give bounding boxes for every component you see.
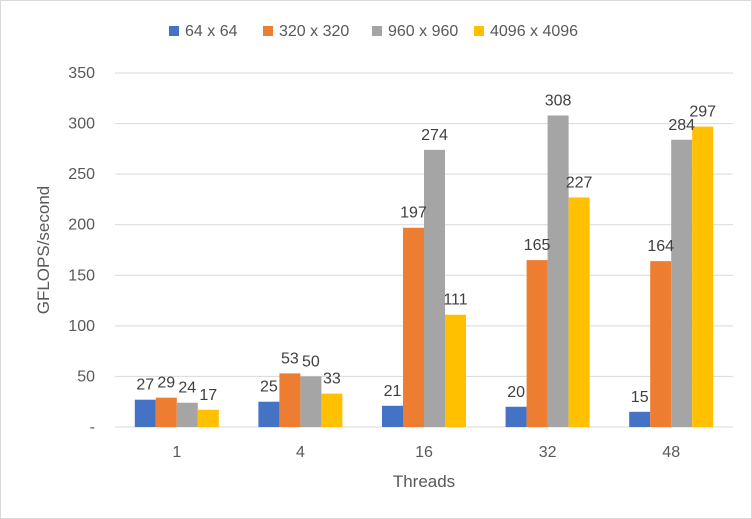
x-tick-label: 1 — [172, 444, 181, 461]
data-label: 17 — [199, 387, 217, 404]
data-label: 111 — [443, 292, 467, 309]
data-label: 227 — [566, 174, 593, 191]
x-tick-label: 16 — [415, 444, 433, 461]
data-label: 21 — [384, 383, 402, 400]
legend-swatch — [372, 26, 382, 36]
y-tick-label: 350 — [68, 65, 95, 82]
bar-4-4 — [321, 393, 343, 427]
data-label: 164 — [647, 238, 674, 255]
data-label: 274 — [421, 127, 448, 144]
y-tick-label: 200 — [68, 217, 95, 234]
bar-32-1 — [505, 406, 527, 427]
data-label: 15 — [631, 389, 649, 406]
bars — [134, 115, 714, 428]
bar-4-2 — [279, 373, 301, 427]
y-tick-label: 150 — [68, 267, 95, 284]
legend-swatch — [263, 26, 273, 36]
x-tick-label: 32 — [539, 444, 557, 461]
bar-32-4 — [568, 197, 590, 427]
legend-label: 4096 x 4096 — [490, 23, 578, 40]
data-label: 33 — [323, 371, 341, 388]
bar-32-3 — [547, 115, 569, 427]
y-tick-label: 100 — [68, 318, 95, 335]
data-label: 53 — [281, 350, 299, 367]
data-label: 297 — [689, 104, 716, 121]
legend-label: 64 x 64 — [185, 23, 238, 40]
legend-swatch — [169, 26, 179, 36]
bar-48-4 — [692, 126, 714, 427]
x-tick-label: 4 — [296, 444, 305, 461]
y-tick-label: 250 — [68, 166, 95, 183]
bar-1-1 — [134, 399, 156, 427]
bar-48-2 — [650, 261, 672, 427]
y-axis-title: GFLOPS/second — [34, 186, 53, 315]
legend-label: 320 x 320 — [279, 23, 349, 40]
bar-48-1 — [629, 411, 651, 427]
data-label: 50 — [302, 353, 320, 370]
y-tick-label: 50 — [77, 368, 95, 385]
x-axis: 1 4 16 32 48 — [172, 444, 680, 461]
data-label: 197 — [400, 205, 427, 222]
bar-1-4 — [197, 409, 219, 427]
data-label: 25 — [260, 379, 278, 396]
data-label: 165 — [524, 237, 551, 254]
bar-32-2 — [526, 260, 548, 427]
legend: 64 x 64 320 x 320 960 x 960 4096 x 4096 — [169, 23, 578, 40]
data-label: 20 — [507, 384, 525, 401]
data-label: 284 — [668, 117, 695, 134]
data-label: 27 — [136, 377, 154, 394]
bar-4-3 — [300, 376, 322, 427]
bar-1-3 — [176, 402, 198, 427]
bar-48-3 — [671, 139, 693, 428]
bar-16-3 — [424, 149, 445, 427]
y-tick-label: 300 — [68, 116, 95, 133]
bar-16-2 — [403, 227, 424, 427]
data-label: 24 — [178, 380, 196, 397]
y-axis: - 50 100 150 200 250 300 350 — [68, 65, 95, 436]
legend-swatch — [474, 26, 484, 36]
y-tick-label: - — [90, 419, 95, 436]
data-label: 308 — [545, 92, 572, 109]
bar-16-4 — [445, 314, 466, 427]
x-tick-label: 48 — [662, 444, 680, 461]
bar-16-1 — [382, 405, 403, 427]
data-label: 29 — [157, 375, 175, 392]
bar-1-2 — [155, 397, 177, 427]
bar-4-1 — [258, 401, 280, 427]
legend-label: 960 x 960 — [388, 23, 458, 40]
x-axis-title: Threads — [393, 472, 455, 491]
